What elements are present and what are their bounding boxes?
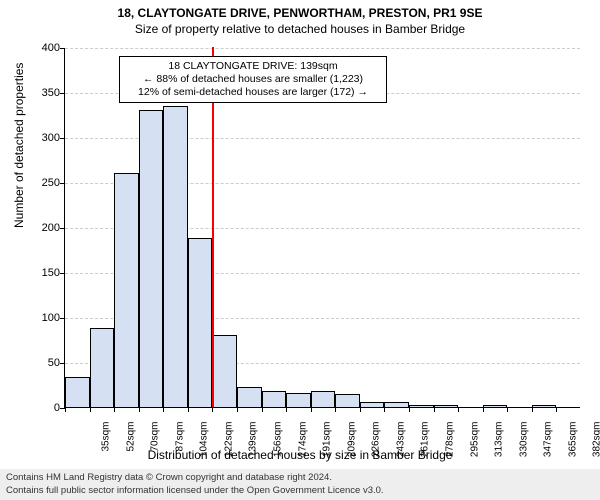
x-tick [458, 407, 459, 412]
chart-title: 18, CLAYTONGATE DRIVE, PENWORTHAM, PREST… [0, 0, 600, 20]
y-tick-label: 150 [28, 267, 60, 279]
y-tick-label: 400 [28, 42, 60, 54]
x-tick-label: 191sqm [322, 422, 333, 466]
y-tick [60, 183, 65, 184]
histogram-bar [90, 328, 115, 407]
histogram-bar [114, 173, 139, 407]
histogram-bar [532, 405, 557, 407]
x-tick-label: 226sqm [371, 422, 382, 466]
histogram-bar [483, 405, 508, 407]
y-tick [60, 363, 65, 364]
histogram-bar [188, 238, 213, 407]
x-tick-label: 70sqm [150, 422, 161, 466]
x-tick [360, 407, 361, 412]
x-tick [507, 407, 508, 412]
chart-subtitle: Size of property relative to detached ho… [0, 20, 600, 36]
x-tick [532, 407, 533, 412]
footer-line-1: Contains HM Land Registry data © Crown c… [6, 472, 594, 484]
x-tick-label: 278sqm [445, 422, 456, 466]
histogram-bar [434, 405, 459, 407]
y-tick-label: 350 [28, 87, 60, 99]
y-tick-label: 200 [28, 222, 60, 234]
x-tick [237, 407, 238, 412]
x-tick [483, 407, 484, 412]
annotation-line: 12% of semi-detached houses are larger (… [126, 86, 380, 99]
footer-line-2: Contains full public sector information … [6, 485, 594, 497]
annotation-line: ← 88% of detached houses are smaller (1,… [126, 73, 380, 86]
x-tick [65, 407, 66, 412]
plot-area: 18 CLAYTONGATE DRIVE: 139sqm← 88% of det… [64, 48, 580, 408]
x-tick [212, 407, 213, 412]
x-tick-label: 156sqm [273, 422, 284, 466]
x-tick-label: 330sqm [518, 422, 529, 466]
x-tick [286, 407, 287, 412]
y-tick [60, 138, 65, 139]
y-tick [60, 273, 65, 274]
annotation-line: 18 CLAYTONGATE DRIVE: 139sqm [126, 60, 380, 73]
x-tick [335, 407, 336, 412]
x-tick-label: 382sqm [592, 422, 600, 466]
x-tick [163, 407, 164, 412]
histogram-bar [311, 391, 336, 407]
y-tick-label: 250 [28, 177, 60, 189]
histogram-bar [163, 106, 188, 408]
x-tick-label: 261sqm [420, 422, 431, 466]
x-tick-label: 104sqm [199, 422, 210, 466]
x-tick-label: 87sqm [174, 422, 185, 466]
y-tick [60, 318, 65, 319]
histogram-bar [65, 377, 90, 407]
x-tick-label: 139sqm [248, 422, 259, 466]
x-tick-label: 313sqm [494, 422, 505, 466]
x-tick [90, 407, 91, 412]
x-tick-label: 295sqm [469, 422, 480, 466]
y-tick-label: 0 [28, 402, 60, 414]
histogram-bar [335, 394, 360, 408]
histogram-bar [360, 402, 385, 407]
histogram-bar [262, 391, 287, 407]
x-tick-label: 174sqm [297, 422, 308, 466]
x-tick [409, 407, 410, 412]
y-tick-label: 50 [28, 357, 60, 369]
y-tick [60, 93, 65, 94]
y-tick [60, 48, 65, 49]
gridline [65, 48, 580, 49]
x-tick-label: 243sqm [395, 422, 406, 466]
footer-attribution: Contains HM Land Registry data © Crown c… [0, 469, 600, 500]
x-tick-label: 35sqm [101, 422, 112, 466]
histogram-bar [237, 387, 262, 407]
x-tick [188, 407, 189, 412]
y-axis-label: Number of detached properties [12, 63, 26, 228]
histogram-bar [212, 335, 237, 407]
x-tick-label: 347sqm [543, 422, 554, 466]
y-tick [60, 228, 65, 229]
y-tick-label: 100 [28, 312, 60, 324]
histogram-bar [384, 402, 409, 407]
x-tick [311, 407, 312, 412]
x-tick [556, 407, 557, 412]
x-tick [384, 407, 385, 412]
x-tick-label: 52sqm [125, 422, 136, 466]
histogram-bar [409, 405, 434, 407]
x-tick-label: 365sqm [567, 422, 578, 466]
x-tick-label: 122sqm [223, 422, 234, 466]
annotation-box: 18 CLAYTONGATE DRIVE: 139sqm← 88% of det… [119, 56, 387, 103]
x-tick [114, 407, 115, 412]
x-tick [434, 407, 435, 412]
y-tick-label: 300 [28, 132, 60, 144]
x-tick [262, 407, 263, 412]
histogram-bar [286, 393, 311, 407]
histogram-bar [139, 110, 164, 407]
x-tick [139, 407, 140, 412]
x-tick-label: 209sqm [346, 422, 357, 466]
